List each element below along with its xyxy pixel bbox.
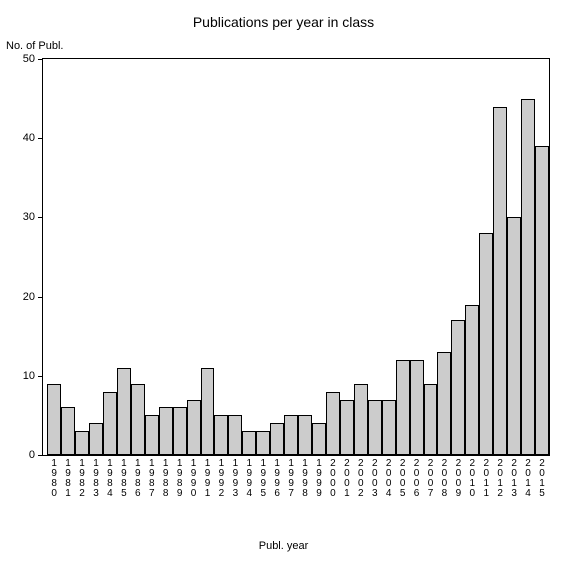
- xtick-label: 2 0 0 5: [396, 459, 410, 499]
- ytick-mark: [38, 59, 43, 60]
- bar: [145, 415, 159, 455]
- bar: [214, 415, 228, 455]
- xtick-label: 2 0 0 0: [326, 459, 340, 499]
- xtick-label: 1 9 9 0: [187, 459, 201, 499]
- bar: [103, 392, 117, 455]
- xtick-label: 1 9 9 4: [242, 459, 256, 499]
- chart-title: Publications per year in class: [0, 14, 567, 30]
- xtick-label: 1 9 8 9: [173, 459, 187, 499]
- bars-group: [43, 59, 549, 455]
- xtick-label: 2 0 1 5: [535, 459, 549, 499]
- xtick-label: 2 0 0 2: [354, 459, 368, 499]
- xtick-label: 1 9 9 8: [298, 459, 312, 499]
- bar: [117, 368, 131, 455]
- bar: [131, 384, 145, 455]
- xtick-label: 1 9 8 3: [89, 459, 103, 499]
- y-axis-label: No. of Publ.: [6, 40, 63, 52]
- bar: [159, 407, 173, 455]
- bar: [326, 392, 340, 455]
- xtick-label: 2 0 0 8: [437, 459, 451, 499]
- bar: [75, 431, 89, 455]
- xtick-label: 1 9 9 5: [256, 459, 270, 499]
- bar: [354, 384, 368, 455]
- ytick-label: 40: [23, 132, 35, 144]
- xtick-label: 1 9 9 1: [201, 459, 215, 499]
- xtick-label: 2 0 0 1: [340, 459, 354, 499]
- plot-area: 010203040501 9 8 01 9 8 11 9 8 21 9 8 31…: [42, 58, 550, 456]
- bar: [521, 99, 535, 455]
- ytick-mark: [38, 297, 43, 298]
- xtick-label: 1 9 9 6: [270, 459, 284, 499]
- bar: [410, 360, 424, 455]
- bar: [437, 352, 451, 455]
- bar: [382, 400, 396, 455]
- bar: [340, 400, 354, 455]
- xtick-label: 2 0 0 3: [368, 459, 382, 499]
- bar: [61, 407, 75, 455]
- ytick-mark: [38, 138, 43, 139]
- bar: [451, 320, 465, 455]
- ytick-label: 20: [23, 291, 35, 303]
- xtick-label: 1 9 8 6: [131, 459, 145, 499]
- xtick-label: 1 9 9 3: [228, 459, 242, 499]
- xtick-label: 2 0 0 6: [410, 459, 424, 499]
- xtick-label: 1 9 8 1: [61, 459, 75, 499]
- bar: [173, 407, 187, 455]
- ytick-mark: [38, 217, 43, 218]
- xtick-label: 1 9 8 4: [103, 459, 117, 499]
- xtick-label: 2 0 1 3: [507, 459, 521, 499]
- bar: [187, 400, 201, 455]
- xtick-label: 1 9 8 2: [75, 459, 89, 499]
- ytick-label: 50: [23, 53, 35, 65]
- bar: [47, 384, 61, 455]
- bar: [507, 217, 521, 455]
- xtick-label: 1 9 8 8: [159, 459, 173, 499]
- bar: [242, 431, 256, 455]
- bar: [465, 305, 479, 455]
- xtick-label: 2 0 1 0: [465, 459, 479, 499]
- bar: [368, 400, 382, 455]
- bar: [228, 415, 242, 455]
- bar: [89, 423, 103, 455]
- xtick-label: 2 0 1 4: [521, 459, 535, 499]
- xtick-label: 2 0 0 4: [382, 459, 396, 499]
- bar: [201, 368, 215, 455]
- xtick-label: 1 9 9 7: [284, 459, 298, 499]
- bar: [493, 107, 507, 455]
- bar: [298, 415, 312, 455]
- bar: [424, 384, 438, 455]
- x-axis-label: Publ. year: [0, 540, 567, 552]
- bar: [312, 423, 326, 455]
- xtick-label: 1 9 8 5: [117, 459, 131, 499]
- ytick-mark: [38, 455, 43, 456]
- xtick-label: 2 0 0 9: [451, 459, 465, 499]
- bar: [396, 360, 410, 455]
- xtick-label: 1 9 9 2: [214, 459, 228, 499]
- xtick-label: 2 0 0 7: [424, 459, 438, 499]
- xtick-label: 1 9 8 7: [145, 459, 159, 499]
- ytick-label: 30: [23, 211, 35, 223]
- xtick-label: 1 9 8 0: [47, 459, 61, 499]
- xtick-label: 2 0 1 1: [479, 459, 493, 499]
- ytick-mark: [38, 376, 43, 377]
- xtick-label: 1 9 9 9: [312, 459, 326, 499]
- ytick-label: 10: [23, 370, 35, 382]
- ytick-label: 0: [29, 449, 35, 461]
- xtick-label: 2 0 1 2: [493, 459, 507, 499]
- bar: [284, 415, 298, 455]
- bar: [535, 146, 549, 455]
- bar: [479, 233, 493, 455]
- chart-container: Publications per year in class No. of Pu…: [0, 0, 567, 567]
- bar: [270, 423, 284, 455]
- bar: [256, 431, 270, 455]
